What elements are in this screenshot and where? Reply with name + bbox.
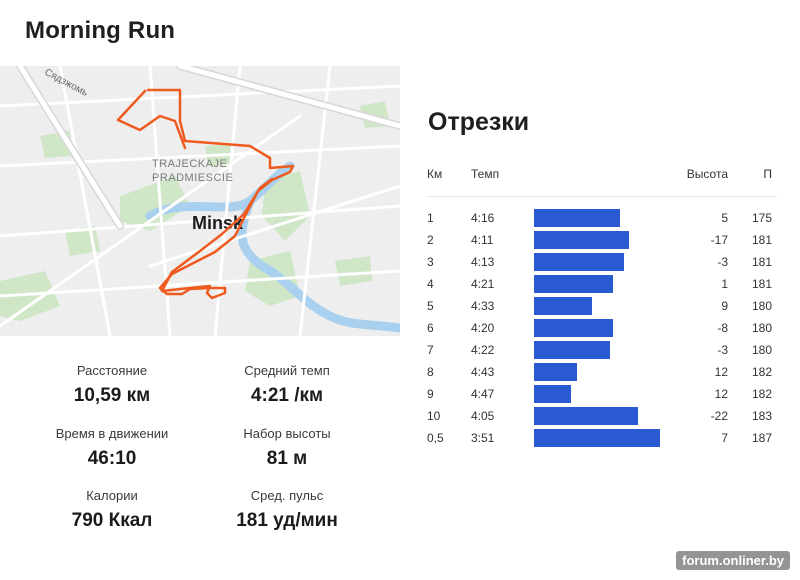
split-km: 5 <box>427 299 434 313</box>
split-row: 4 4:21 1 181 <box>0 274 800 296</box>
stat-value: 4:21 /км <box>250 385 324 406</box>
run-route <box>116 88 295 300</box>
split-elevation: 9 <box>721 299 728 313</box>
stat-moving-time: Время в движении 46:10 <box>32 426 192 470</box>
city-label: Minsk <box>192 213 244 233</box>
route-map[interactable]: Сядзжомь TRAJECKAJE PRADMIESCIE Minsk <box>0 66 400 336</box>
split-cadence: 180 <box>751 343 772 357</box>
split-row: 2 4:11 -17 181 <box>0 230 800 252</box>
split-pace: 4:16 <box>471 211 495 225</box>
split-pace-bar <box>534 275 613 293</box>
split-elevation: -22 <box>710 409 728 423</box>
split-pace: 4:20 <box>471 321 495 335</box>
stat-label: Средний темп <box>244 363 330 378</box>
split-row: 6 4:20 -8 180 <box>0 318 800 340</box>
split-cadence: 183 <box>751 409 772 423</box>
split-km: 10 <box>427 409 441 423</box>
splits-header-km: Км <box>427 167 443 181</box>
splits-header-divider <box>427 196 777 197</box>
stat-calories: Калории 790 Ккал <box>32 488 192 532</box>
split-pace: 3:51 <box>471 431 495 445</box>
stat-label: Расстояние <box>76 363 148 378</box>
split-elevation: 1 <box>721 277 728 291</box>
stat-avg-heart-rate: Сред. пульс 181 уд/мин <box>207 488 367 532</box>
stat-value: 181 уд/мин <box>236 510 338 531</box>
stat-value: 790 Ккал <box>71 510 153 531</box>
split-cadence: 187 <box>751 431 772 445</box>
split-row: 10 4:05 -22 183 <box>0 406 800 428</box>
split-cadence: 181 <box>751 277 772 291</box>
split-km: 3 <box>427 255 434 269</box>
split-row: 5 4:33 9 180 <box>0 296 800 318</box>
stat-elevation-gain: Набор высоты 81 м <box>207 426 367 470</box>
split-km: 2 <box>427 233 434 247</box>
splits-header-cadence: П <box>763 167 772 181</box>
watermark: forum.onliner.by <box>676 551 790 570</box>
activity-title: Morning Run <box>25 17 176 44</box>
splits-title: Отрезки <box>428 108 530 136</box>
split-cadence: 180 <box>751 321 772 335</box>
splits-header-pace: Темп <box>471 167 500 181</box>
split-row: 9 4:47 12 182 <box>0 384 800 406</box>
stat-value: 81 м <box>266 448 308 469</box>
split-pace-bar <box>534 319 613 337</box>
split-elevation: 7 <box>721 431 728 445</box>
split-pace: 4:13 <box>471 255 495 269</box>
split-elevation: 12 <box>714 387 728 401</box>
split-pace-bar <box>534 253 624 271</box>
split-km: 1 <box>427 211 434 225</box>
split-cadence: 175 <box>751 211 772 225</box>
split-cadence: 181 <box>751 255 772 269</box>
stat-value: 46:10 <box>87 448 137 469</box>
split-km: 8 <box>427 365 434 379</box>
district-label-1: TRAJECKAJE <box>152 158 227 170</box>
split-pace-bar <box>534 407 638 425</box>
split-pace: 4:11 <box>471 233 494 247</box>
stat-avg-pace: Средний темп 4:21 /км <box>207 363 367 407</box>
split-pace: 4:43 <box>471 365 495 379</box>
split-pace-bar <box>534 363 577 381</box>
split-pace: 4:22 <box>471 343 495 357</box>
split-pace-bar <box>534 297 592 315</box>
split-km: 7 <box>427 343 434 357</box>
split-elevation: -3 <box>717 343 728 357</box>
splits-header-elevation: Высота <box>686 167 728 181</box>
split-cadence: 182 <box>751 387 772 401</box>
split-pace: 4:05 <box>471 409 495 423</box>
split-row: 1 4:16 5 175 <box>0 208 800 230</box>
split-row: 8 4:43 12 182 <box>0 362 800 384</box>
split-cadence: 182 <box>751 365 772 379</box>
stat-label: Время в движении <box>55 426 169 441</box>
split-pace-bar <box>534 429 660 447</box>
split-row: 0,5 3:51 7 187 <box>0 428 800 450</box>
split-pace-bar <box>534 231 629 249</box>
split-pace: 4:21 <box>471 277 495 291</box>
stat-label: Калории <box>86 488 138 503</box>
split-pace-bar <box>534 341 610 359</box>
split-km: 0,5 <box>427 431 444 445</box>
split-pace-bar <box>534 209 620 227</box>
split-km: 6 <box>427 321 434 335</box>
stat-label: Набор высоты <box>243 426 331 441</box>
split-row: 7 4:22 -3 180 <box>0 340 800 362</box>
split-cadence: 180 <box>751 299 772 313</box>
split-row: 3 4:13 -3 181 <box>0 252 800 274</box>
split-elevation: 5 <box>721 211 728 225</box>
split-elevation: -8 <box>717 321 728 335</box>
stat-value: 10,59 км <box>73 385 151 406</box>
map-canvas: Сядзжомь TRAJECKAJE PRADMIESCIE Minsk <box>0 66 400 336</box>
split-elevation: -3 <box>717 255 728 269</box>
split-km: 4 <box>427 277 434 291</box>
stat-distance: Расстояние 10,59 км <box>32 363 192 407</box>
split-cadence: 181 <box>751 233 772 247</box>
split-pace-bar <box>534 385 571 403</box>
split-pace: 4:47 <box>471 387 495 401</box>
stat-label: Сред. пульс <box>250 488 324 503</box>
split-elevation: 12 <box>714 365 728 379</box>
split-elevation: -17 <box>710 233 728 247</box>
split-km: 9 <box>427 387 434 401</box>
district-label-2: PRADMIESCIE <box>152 172 233 184</box>
split-pace: 4:33 <box>471 299 495 313</box>
